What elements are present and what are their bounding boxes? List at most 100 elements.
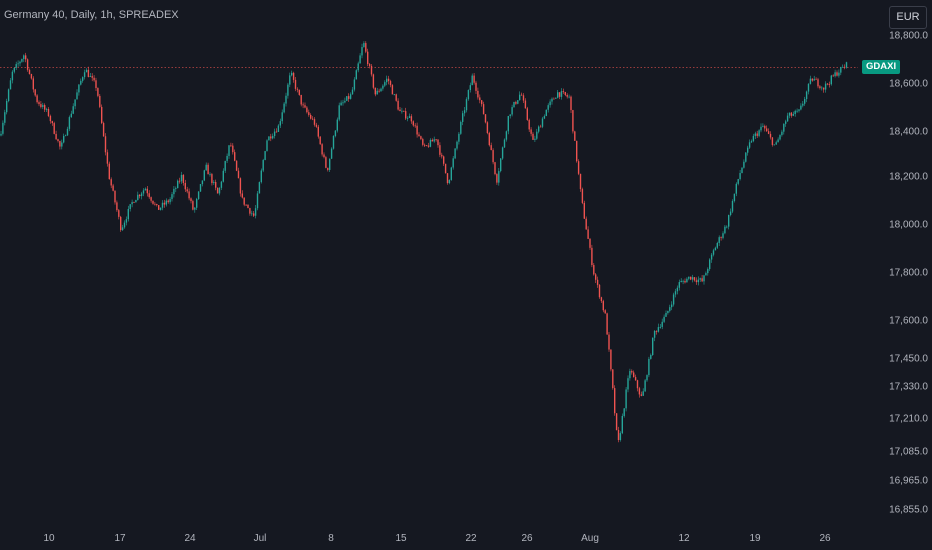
candle: [216, 187, 219, 194]
candle: [142, 188, 145, 197]
candle: [522, 93, 525, 103]
candle: [167, 199, 169, 204]
candle: [152, 200, 154, 205]
candle: [131, 199, 133, 208]
candle: [728, 214, 730, 230]
candle: [26, 58, 29, 72]
candle: [714, 246, 717, 251]
candle: [68, 115, 71, 132]
candle: [439, 142, 441, 158]
candle: [615, 413, 618, 431]
candle: [273, 128, 276, 139]
candle: [129, 204, 131, 212]
candle: [441, 152, 443, 159]
candle: [260, 168, 262, 184]
candle: [699, 277, 701, 283]
candle: [433, 136, 435, 143]
candle: [334, 129, 337, 138]
candle: [720, 236, 722, 241]
candle: [213, 180, 215, 186]
candle: [224, 160, 226, 173]
candle: [190, 197, 192, 204]
x-tick-label: 12: [678, 533, 690, 544]
candle: [45, 107, 48, 113]
candle: [254, 204, 257, 219]
candle: [11, 70, 14, 84]
candle: [684, 278, 686, 284]
candle: [648, 356, 650, 378]
candle: [19, 60, 21, 67]
candle: [199, 184, 202, 192]
candle: [49, 114, 52, 124]
candle: [222, 168, 224, 183]
candle: [357, 61, 359, 73]
candle: [382, 84, 384, 91]
candle: [55, 130, 57, 140]
candle: [93, 75, 95, 82]
candle: [838, 69, 840, 78]
candle: [488, 131, 490, 147]
candle: [97, 87, 99, 98]
candle: [256, 191, 259, 211]
candle: [798, 108, 800, 113]
candle: [401, 107, 403, 114]
x-tick-label: 24: [184, 533, 196, 544]
candle: [127, 205, 129, 222]
candle: [576, 140, 578, 163]
candle: [61, 139, 63, 150]
candle: [501, 146, 504, 160]
candle: [669, 304, 671, 313]
candle: [239, 177, 242, 197]
candle: [197, 191, 200, 201]
candle: [515, 100, 517, 105]
candle: [617, 426, 620, 443]
candle: [443, 155, 445, 166]
currency-button[interactable]: EUR: [889, 6, 927, 29]
candle: [602, 299, 604, 313]
candle: [70, 110, 72, 118]
x-tick-label: 15: [395, 533, 407, 544]
candle: [205, 162, 207, 171]
candle: [78, 83, 80, 96]
candle: [621, 413, 623, 435]
candle: [63, 133, 65, 144]
candle: [218, 187, 221, 196]
candle: [600, 296, 603, 304]
y-tick-label: 17,800.0: [889, 268, 928, 279]
candle: [414, 123, 416, 128]
candle: [703, 274, 705, 285]
candle: [53, 121, 55, 135]
candle: [638, 386, 641, 398]
candle: [652, 337, 654, 356]
candle: [688, 276, 690, 281]
y-tick-label: 18,000.0: [889, 220, 928, 231]
candle: [450, 166, 452, 181]
candle: [171, 192, 173, 202]
candle: [270, 133, 272, 142]
candle: [154, 201, 156, 206]
candle: [133, 201, 135, 203]
y-tick-label: 17,210.0: [889, 414, 928, 425]
candle: [329, 158, 331, 172]
candle: [395, 93, 397, 102]
candle: [336, 117, 338, 133]
candle: [302, 102, 304, 109]
candle: [228, 145, 230, 159]
candle: [378, 88, 380, 93]
candle: [389, 79, 392, 88]
symbol-price-badge: GDAXI: [862, 60, 901, 75]
x-tick-label: Aug: [581, 533, 599, 544]
y-tick-label: 17,600.0: [889, 316, 928, 327]
candle: [289, 72, 291, 88]
candle: [17, 60, 19, 68]
candle: [317, 124, 319, 139]
candle: [745, 152, 747, 163]
candle: [593, 262, 595, 276]
candle: [672, 292, 675, 307]
candle: [64, 134, 67, 137]
candle: [387, 75, 390, 85]
candle: [298, 89, 300, 96]
